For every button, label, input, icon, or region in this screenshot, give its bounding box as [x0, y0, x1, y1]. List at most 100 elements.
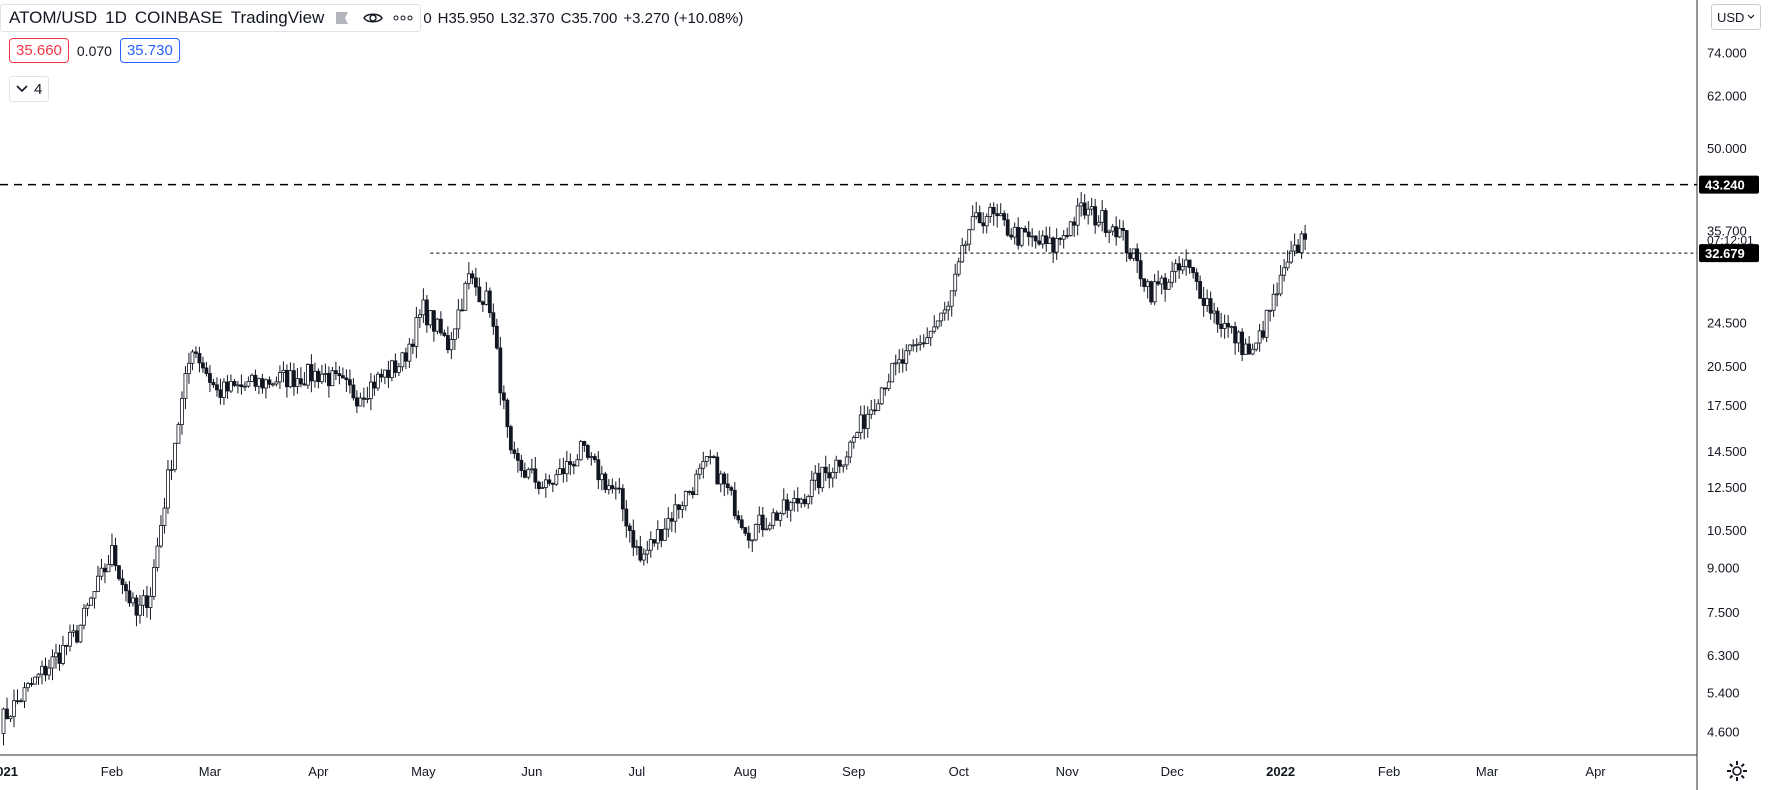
symbol-name[interactable]: ATOM/USD: [9, 8, 98, 27]
candle: [585, 444, 590, 461]
candle: [620, 484, 625, 522]
candle: [71, 624, 76, 638]
candle: [487, 287, 492, 318]
candle: [148, 587, 153, 620]
candle: [271, 382, 275, 387]
time-tick-label: Jun: [521, 764, 542, 779]
candle: [1285, 250, 1290, 271]
interval-label[interactable]: 1D: [105, 8, 127, 27]
indicators-toggle-button[interactable]: 4: [9, 76, 50, 102]
chart-legend: ATOM/USD 1D COINBASE TradingView 0 H35.95…: [0, 4, 750, 32]
candle: [666, 507, 671, 538]
candle: [494, 318, 499, 350]
candle: [1, 707, 6, 746]
candle: [1075, 197, 1080, 236]
candle: [5, 697, 9, 720]
sell-button[interactable]: 35.660: [9, 38, 69, 63]
candle: [1278, 265, 1283, 297]
candle: [120, 569, 125, 594]
candle: [897, 349, 902, 374]
candle: [414, 306, 419, 359]
candle: [1236, 330, 1241, 353]
candle: [117, 565, 121, 581]
gear-icon[interactable]: [1726, 760, 1748, 782]
open-value: 0: [423, 9, 432, 27]
candle: [561, 457, 566, 483]
candle: [550, 482, 555, 493]
candle: [680, 501, 685, 519]
candle: [522, 462, 527, 479]
bar-countdown: 07:12:01: [1707, 234, 1754, 248]
candle: [914, 338, 919, 353]
price-line-label-bg: [1699, 175, 1759, 194]
candle: [222, 378, 226, 405]
candle: [795, 487, 800, 512]
flag-icon[interactable]: [332, 7, 354, 29]
candle: [243, 381, 247, 391]
price-tick-label: 12.500: [1707, 480, 1747, 495]
candle: [564, 450, 569, 483]
price-tick-label: 7.500: [1707, 605, 1740, 620]
candle: [1047, 226, 1052, 245]
candle: [463, 281, 468, 311]
candle: [921, 334, 926, 348]
candle: [1058, 237, 1063, 246]
candle: [68, 624, 72, 652]
more-icon[interactable]: [392, 7, 414, 29]
candle: [1296, 239, 1301, 254]
buy-button[interactable]: 35.730: [119, 38, 180, 63]
candle: [788, 501, 793, 522]
candle: [1142, 278, 1147, 292]
currency-select[interactable]: USD: [1711, 4, 1762, 30]
candle: [571, 461, 576, 475]
candle: [138, 594, 142, 624]
time-axis[interactable]: 2021 Feb Mar Apr May Jun Jul Aug Sep Oct Nov Dec 202…: [0, 764, 1606, 779]
candle: [145, 585, 149, 618]
candle: [89, 596, 93, 606]
candle: [634, 539, 639, 556]
candle: [1079, 192, 1084, 217]
candle: [239, 374, 244, 395]
candle: [1145, 279, 1150, 299]
candle: [466, 262, 471, 290]
price-axis[interactable]: 74.000 62.000 50.000 35.700 24.500 20.500 17.5…: [1707, 45, 1754, 739]
candle: [627, 523, 632, 543]
candle: [361, 387, 366, 408]
candle: [547, 474, 552, 486]
candle: [50, 649, 55, 681]
candle: [1205, 289, 1210, 312]
candle: [865, 406, 870, 438]
symbol-box[interactable]: ATOM/USD 1D COINBASE TradingView: [0, 4, 422, 32]
candle: [1191, 266, 1196, 279]
candle: [743, 527, 748, 536]
candle: [967, 228, 972, 252]
price-line-label: 32.679: [1705, 246, 1745, 261]
candle: [949, 290, 954, 317]
candle: [1152, 273, 1157, 306]
candle: [396, 362, 401, 376]
candle: [1103, 208, 1108, 238]
candle: [648, 531, 653, 558]
candle: [78, 624, 83, 643]
candle: [732, 481, 737, 520]
candle: [827, 463, 832, 489]
candle: [47, 659, 51, 680]
eye-icon[interactable]: [362, 7, 384, 29]
candle: [988, 203, 993, 223]
horizontal-lines-layer: 43.240 32.679: [0, 175, 1759, 263]
candle: [1208, 291, 1213, 320]
candle: [939, 312, 944, 327]
candle: [1107, 229, 1112, 244]
candle: [292, 363, 296, 396]
candle: [1044, 226, 1049, 252]
candle: [1023, 225, 1028, 233]
candles-layer: [1, 192, 1308, 746]
candle: [578, 439, 583, 461]
candle: [1033, 235, 1038, 249]
candle: [1019, 227, 1024, 248]
candle: [592, 453, 597, 463]
candle: [180, 391, 184, 435]
candle: [456, 299, 461, 339]
ohlc-values: 0 H35.950 L32.370 C35.700 +3.270 (+10.08%): [423, 10, 749, 27]
